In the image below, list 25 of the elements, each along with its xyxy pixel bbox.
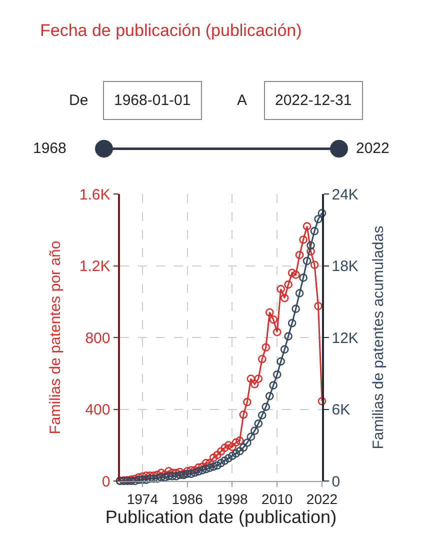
y2-tick-label: 6K bbox=[332, 402, 350, 418]
text: De bbox=[69, 92, 88, 109]
x-tick-label: 2022 bbox=[306, 490, 338, 507]
text: 1968 bbox=[33, 140, 66, 157]
y-axis-title: Familias de patentes por año bbox=[47, 240, 64, 434]
x-axis-title: Publication date (publication) bbox=[105, 506, 337, 527]
x-tick-label: 1986 bbox=[172, 490, 204, 507]
y2-tick-label: 12K bbox=[332, 330, 358, 347]
y-tick-label: 1.6K bbox=[79, 186, 110, 204]
y-tick-label: 400 bbox=[85, 402, 110, 418]
text: A bbox=[237, 92, 248, 109]
y-tick-label: 800 bbox=[85, 330, 110, 347]
x-tick-label: 1998 bbox=[216, 490, 248, 507]
text: 2022 bbox=[356, 140, 390, 157]
chart-title: Fecha de publicación (publicación) bbox=[40, 20, 302, 40]
y-tick-label: 0 bbox=[102, 473, 110, 490]
text: 1968-01-01 bbox=[114, 92, 191, 109]
text: 2022-12-31 bbox=[275, 92, 352, 109]
y2-axis-title: Familias de patentes acumuladas bbox=[370, 226, 387, 450]
y2-tick-label: 0 bbox=[332, 473, 340, 490]
y2-tick-label: 24K bbox=[332, 186, 358, 204]
y2-tick-label: 18K bbox=[332, 258, 358, 275]
x-tick-label: 2010 bbox=[262, 490, 293, 507]
x-tick-label: 1974 bbox=[126, 490, 158, 507]
y-tick-label: 1.2K bbox=[79, 258, 110, 275]
